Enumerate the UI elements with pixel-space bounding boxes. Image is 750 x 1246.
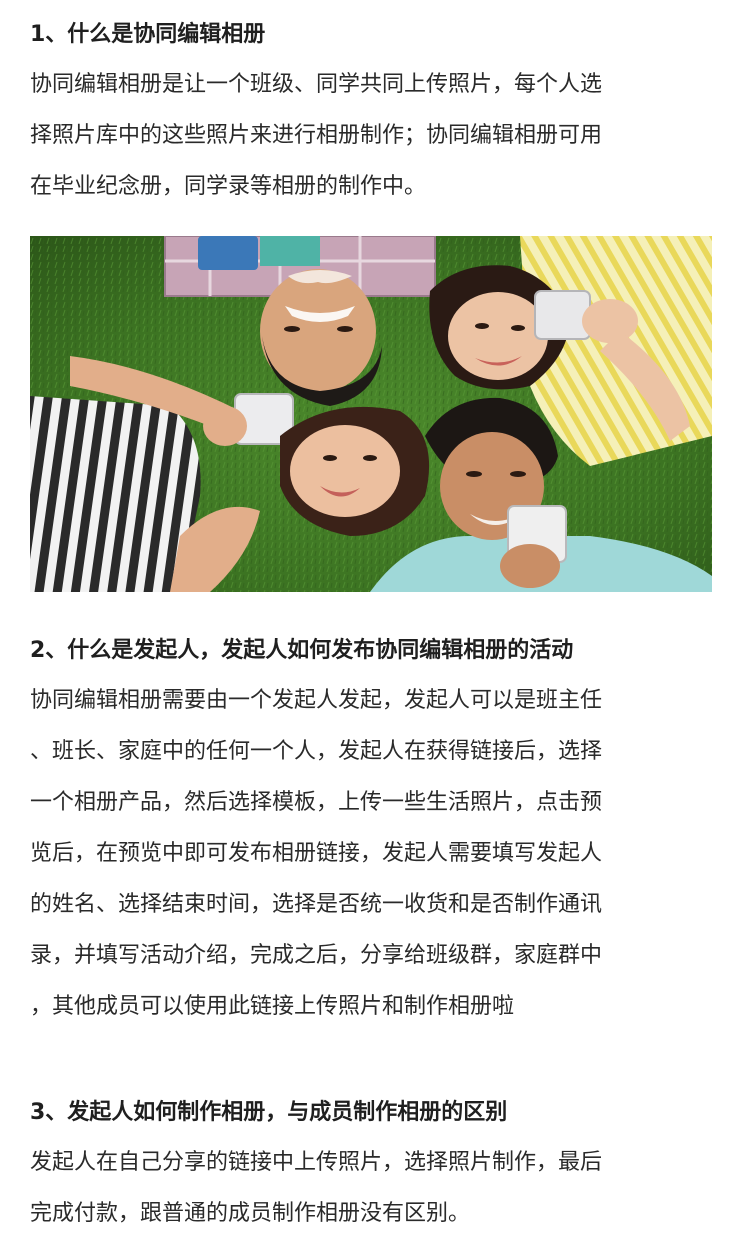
- section-2-line-5: 的姓名、选择结束时间，选择是否统一收货和是否制作通讯: [30, 892, 603, 917]
- section-2-line-4: 览后，在预览中即可发布相册链接，发起人需要填写发起人: [30, 841, 603, 866]
- section-2-line-1: 协同编辑相册需要由一个发起人发起，发起人可以是班主任: [30, 688, 603, 713]
- section-1-heading: 1、什么是协同编辑相册: [30, 22, 266, 47]
- section-3-heading: 3、发起人如何制作相册，与成员制作相册的区别: [30, 1100, 508, 1125]
- section-2-line-3: 一个相册产品，然后选择模板，上传一些生活照片，点击预: [30, 790, 603, 815]
- section-1-line-2: 择照片库中的这些照片来进行相册制作；协同编辑相册可用: [30, 123, 603, 148]
- section-2-line-2: 、班长、家庭中的任何一个人，发起人在获得链接后，选择: [30, 739, 603, 764]
- section-2-line-6: 录，并填写活动介绍，完成之后，分享给班级群，家庭群中: [30, 943, 603, 968]
- students-photo: [30, 236, 712, 592]
- section-1-line-3: 在毕业纪念册，同学录等相册的制作中。: [30, 174, 427, 199]
- section-3-line-1: 发起人在自己分享的链接中上传照片，选择照片制作，最后: [30, 1150, 603, 1175]
- section-2-heading: 2、什么是发起人，发起人如何发布协同编辑相册的活动: [30, 638, 574, 663]
- section-3-line-2: 完成付款，跟普通的成员制作相册没有区别。: [30, 1201, 471, 1226]
- section-2-line-7: ，其他成员可以使用此链接上传照片和制作相册啦: [30, 994, 515, 1019]
- section-1-line-1: 协同编辑相册是让一个班级、同学共同上传照片，每个人选: [30, 72, 603, 97]
- photo-illustration: [30, 236, 712, 592]
